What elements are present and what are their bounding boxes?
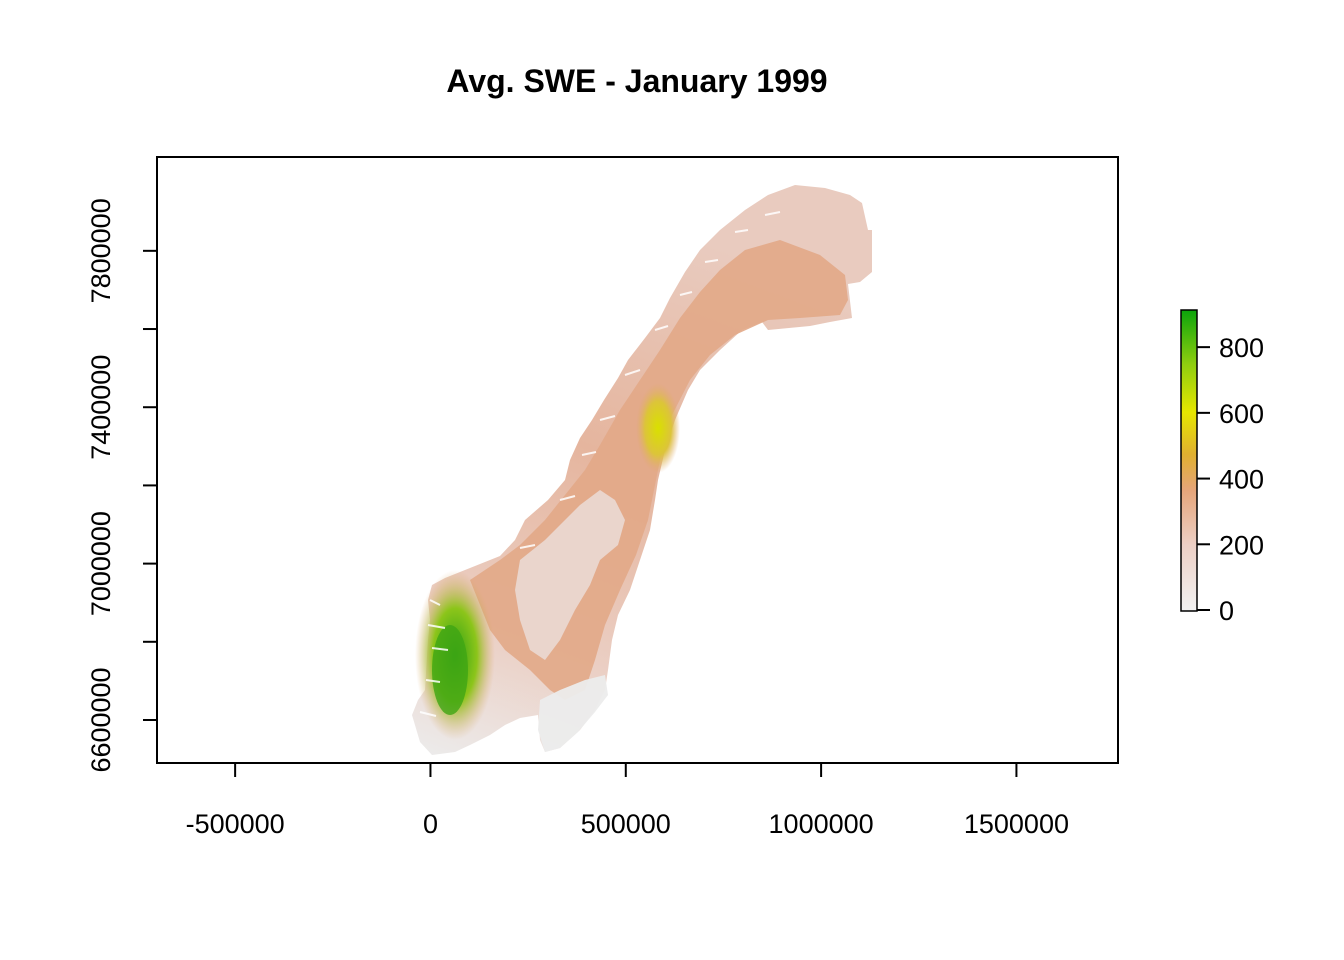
legend-tick-label: 200: [1219, 530, 1264, 560]
legend-gradient: [1180, 309, 1198, 612]
west-high-swe-core: [432, 625, 468, 715]
chart-title: Avg. SWE - January 1999: [446, 63, 827, 99]
swe-raster-map: [412, 185, 872, 755]
legend-ticks: 0 200 400 600 800: [1197, 333, 1264, 626]
y-tick-label: 7000000: [86, 511, 116, 616]
plot-frame: [156, 156, 1119, 764]
legend-tick-label: 400: [1219, 465, 1264, 495]
legend-tick-label: 800: [1219, 333, 1264, 363]
x-tick-label: 1000000: [769, 809, 874, 839]
legend-tick-label: 0: [1219, 596, 1234, 626]
y-tick-label: 6600000: [86, 667, 116, 772]
legend-colorbar: 0 200 400 600 800: [1180, 309, 1264, 626]
y-tick-label: 7800000: [86, 198, 116, 303]
legend-tick-label: 600: [1219, 399, 1264, 429]
x-tick-label: 0: [423, 809, 438, 839]
y-tick-label: 7400000: [86, 355, 116, 460]
y-axis: 6600000 7000000 7400000 7800000: [86, 198, 157, 773]
x-tick-label: -500000: [186, 809, 285, 839]
southeast-low: [538, 675, 608, 752]
x-tick-label: 1500000: [964, 809, 1069, 839]
north-high-swe: [636, 383, 680, 473]
inland-low: [515, 490, 625, 660]
x-tick-label: 500000: [581, 809, 671, 839]
x-axis: -500000 0 500000 1000000 1500000: [186, 763, 1069, 839]
coast-fjords: [419, 211, 781, 717]
